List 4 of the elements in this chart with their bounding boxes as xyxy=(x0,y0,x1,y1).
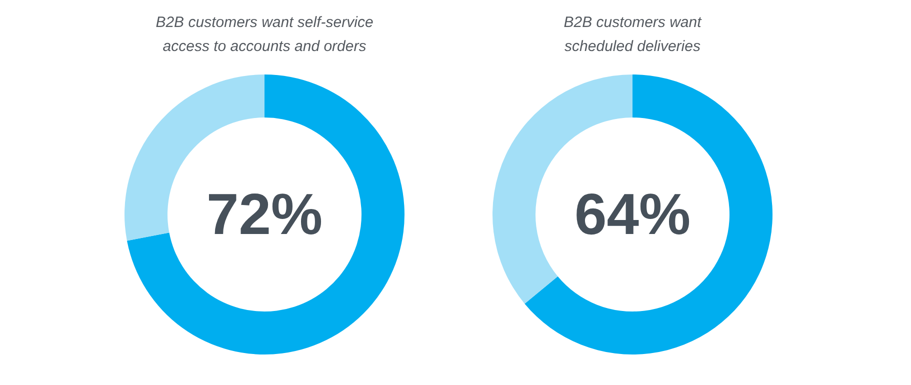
chart-title: B2B customers want self-service access to accounts and orders xyxy=(156,14,374,55)
chart-title: B2B customers want scheduled deliveries xyxy=(564,14,702,55)
data-label: 72% xyxy=(206,182,323,247)
data-label: 64% xyxy=(574,182,691,247)
